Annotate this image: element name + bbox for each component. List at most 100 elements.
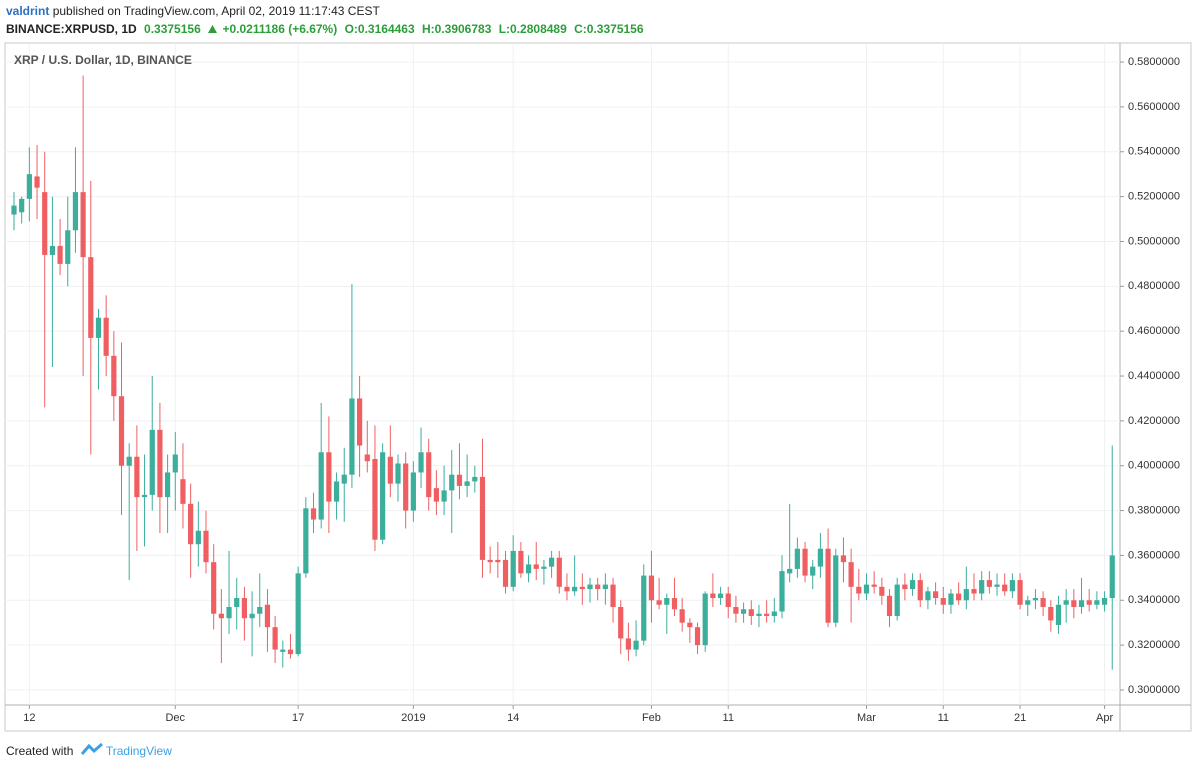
candle-body [510, 550, 516, 587]
candle-body [1086, 600, 1092, 605]
candle-body [188, 503, 194, 545]
candle-body [925, 591, 931, 601]
candle-body [65, 230, 71, 264]
candle-body [902, 584, 908, 590]
candle-body [149, 429, 155, 495]
x-tick-label: Mar [857, 712, 876, 724]
candle-body [641, 575, 647, 641]
symbol: BINANCE:XRPUSD, 1D [6, 22, 137, 36]
candle-body [717, 593, 724, 599]
candle-body [625, 638, 631, 650]
candle-body [579, 586, 585, 590]
quote-line: BINANCE:XRPUSD, 1D 0.3375156 +0.0211186 … [6, 22, 648, 36]
candle-body [487, 559, 493, 563]
candle-body [441, 490, 447, 502]
x-tick-label: 17 [292, 712, 304, 724]
chart: XRP / U.S. Dollar, 1D, BINANCE 0.3000000… [4, 42, 1192, 732]
candle-body [618, 607, 624, 639]
candle-body [395, 463, 401, 484]
candle-body [694, 627, 701, 646]
candle-body [779, 571, 785, 612]
candle-body [456, 474, 463, 486]
candle-body [49, 245, 55, 255]
candle-body [1032, 598, 1039, 601]
candle-body [671, 598, 678, 610]
candle-body [825, 548, 831, 623]
open: O:0.3164463 [344, 22, 415, 36]
candle-body [518, 550, 524, 574]
candle-body [341, 474, 347, 484]
candle-body [756, 613, 762, 616]
candle-body [372, 458, 378, 540]
candle-body [80, 192, 86, 258]
footer: Created with TradingView [6, 742, 176, 758]
candle-body [909, 580, 916, 590]
candle-body [211, 562, 217, 614]
candle-body [103, 317, 109, 356]
candle-body [648, 575, 655, 601]
candle-body [1078, 600, 1085, 608]
candle-body [541, 566, 547, 569]
last-price: 0.3375156 [144, 22, 201, 36]
candle-body [1094, 600, 1100, 605]
candle-body [349, 398, 355, 475]
candle-body [57, 245, 63, 264]
y-tick-label: 0.3600000 [1128, 549, 1180, 561]
candle-body [533, 564, 539, 569]
brand[interactable]: TradingView [105, 744, 172, 758]
candle-body [280, 649, 286, 652]
candle-body [871, 584, 877, 587]
candle-body [556, 557, 562, 587]
candle-body [702, 593, 708, 646]
low: L:0.2808489 [498, 22, 567, 36]
candle-body [165, 472, 171, 498]
candle-body [226, 607, 232, 619]
candle-body [157, 429, 163, 498]
candle-body [787, 568, 793, 574]
candle-body [1040, 598, 1046, 608]
candle-body [172, 454, 178, 473]
candle-body [956, 593, 962, 601]
candle-body [741, 609, 747, 614]
candle-body [472, 476, 478, 482]
candle-body [549, 557, 555, 567]
candle-body [710, 593, 716, 599]
candle-body [1063, 600, 1069, 605]
candle-body [848, 562, 854, 587]
candle-body [771, 611, 777, 616]
candle-body [111, 355, 117, 397]
frame [4, 42, 1192, 732]
y-tick-label: 0.4200000 [1128, 415, 1180, 427]
x-tick-label: Feb [642, 712, 661, 724]
x-tick-label: 14 [507, 712, 519, 724]
candle-body [195, 530, 201, 545]
y-tick-label: 0.3800000 [1128, 504, 1180, 516]
candle-body [679, 609, 685, 623]
candle-body [610, 584, 616, 608]
candle-body [418, 452, 424, 473]
candle-body [1071, 600, 1077, 608]
author[interactable]: valdrint [6, 4, 50, 18]
candle-body [725, 593, 731, 608]
candle-body [326, 452, 332, 502]
y-tick-label: 0.3400000 [1128, 594, 1180, 606]
candle-body [141, 494, 148, 498]
candle-body [426, 452, 432, 498]
candle-body [633, 640, 639, 650]
candle-body [564, 586, 570, 592]
y-tick-label: 0.5000000 [1128, 235, 1180, 247]
candle-body [1002, 584, 1008, 592]
candle-body [26, 174, 32, 199]
candle-body [495, 559, 501, 563]
chart-title: XRP / U.S. Dollar, 1D, BINANCE [14, 53, 192, 67]
candle-body [979, 580, 985, 594]
candle-body [380, 452, 386, 540]
candle-body [764, 613, 770, 616]
y-tick-label: 0.3200000 [1128, 639, 1180, 651]
candle-body [894, 584, 900, 616]
candle-body [817, 548, 823, 567]
candle-body [940, 598, 946, 605]
candle-body [879, 586, 885, 596]
candle-body [272, 627, 278, 650]
created-with: Created with [6, 744, 74, 758]
